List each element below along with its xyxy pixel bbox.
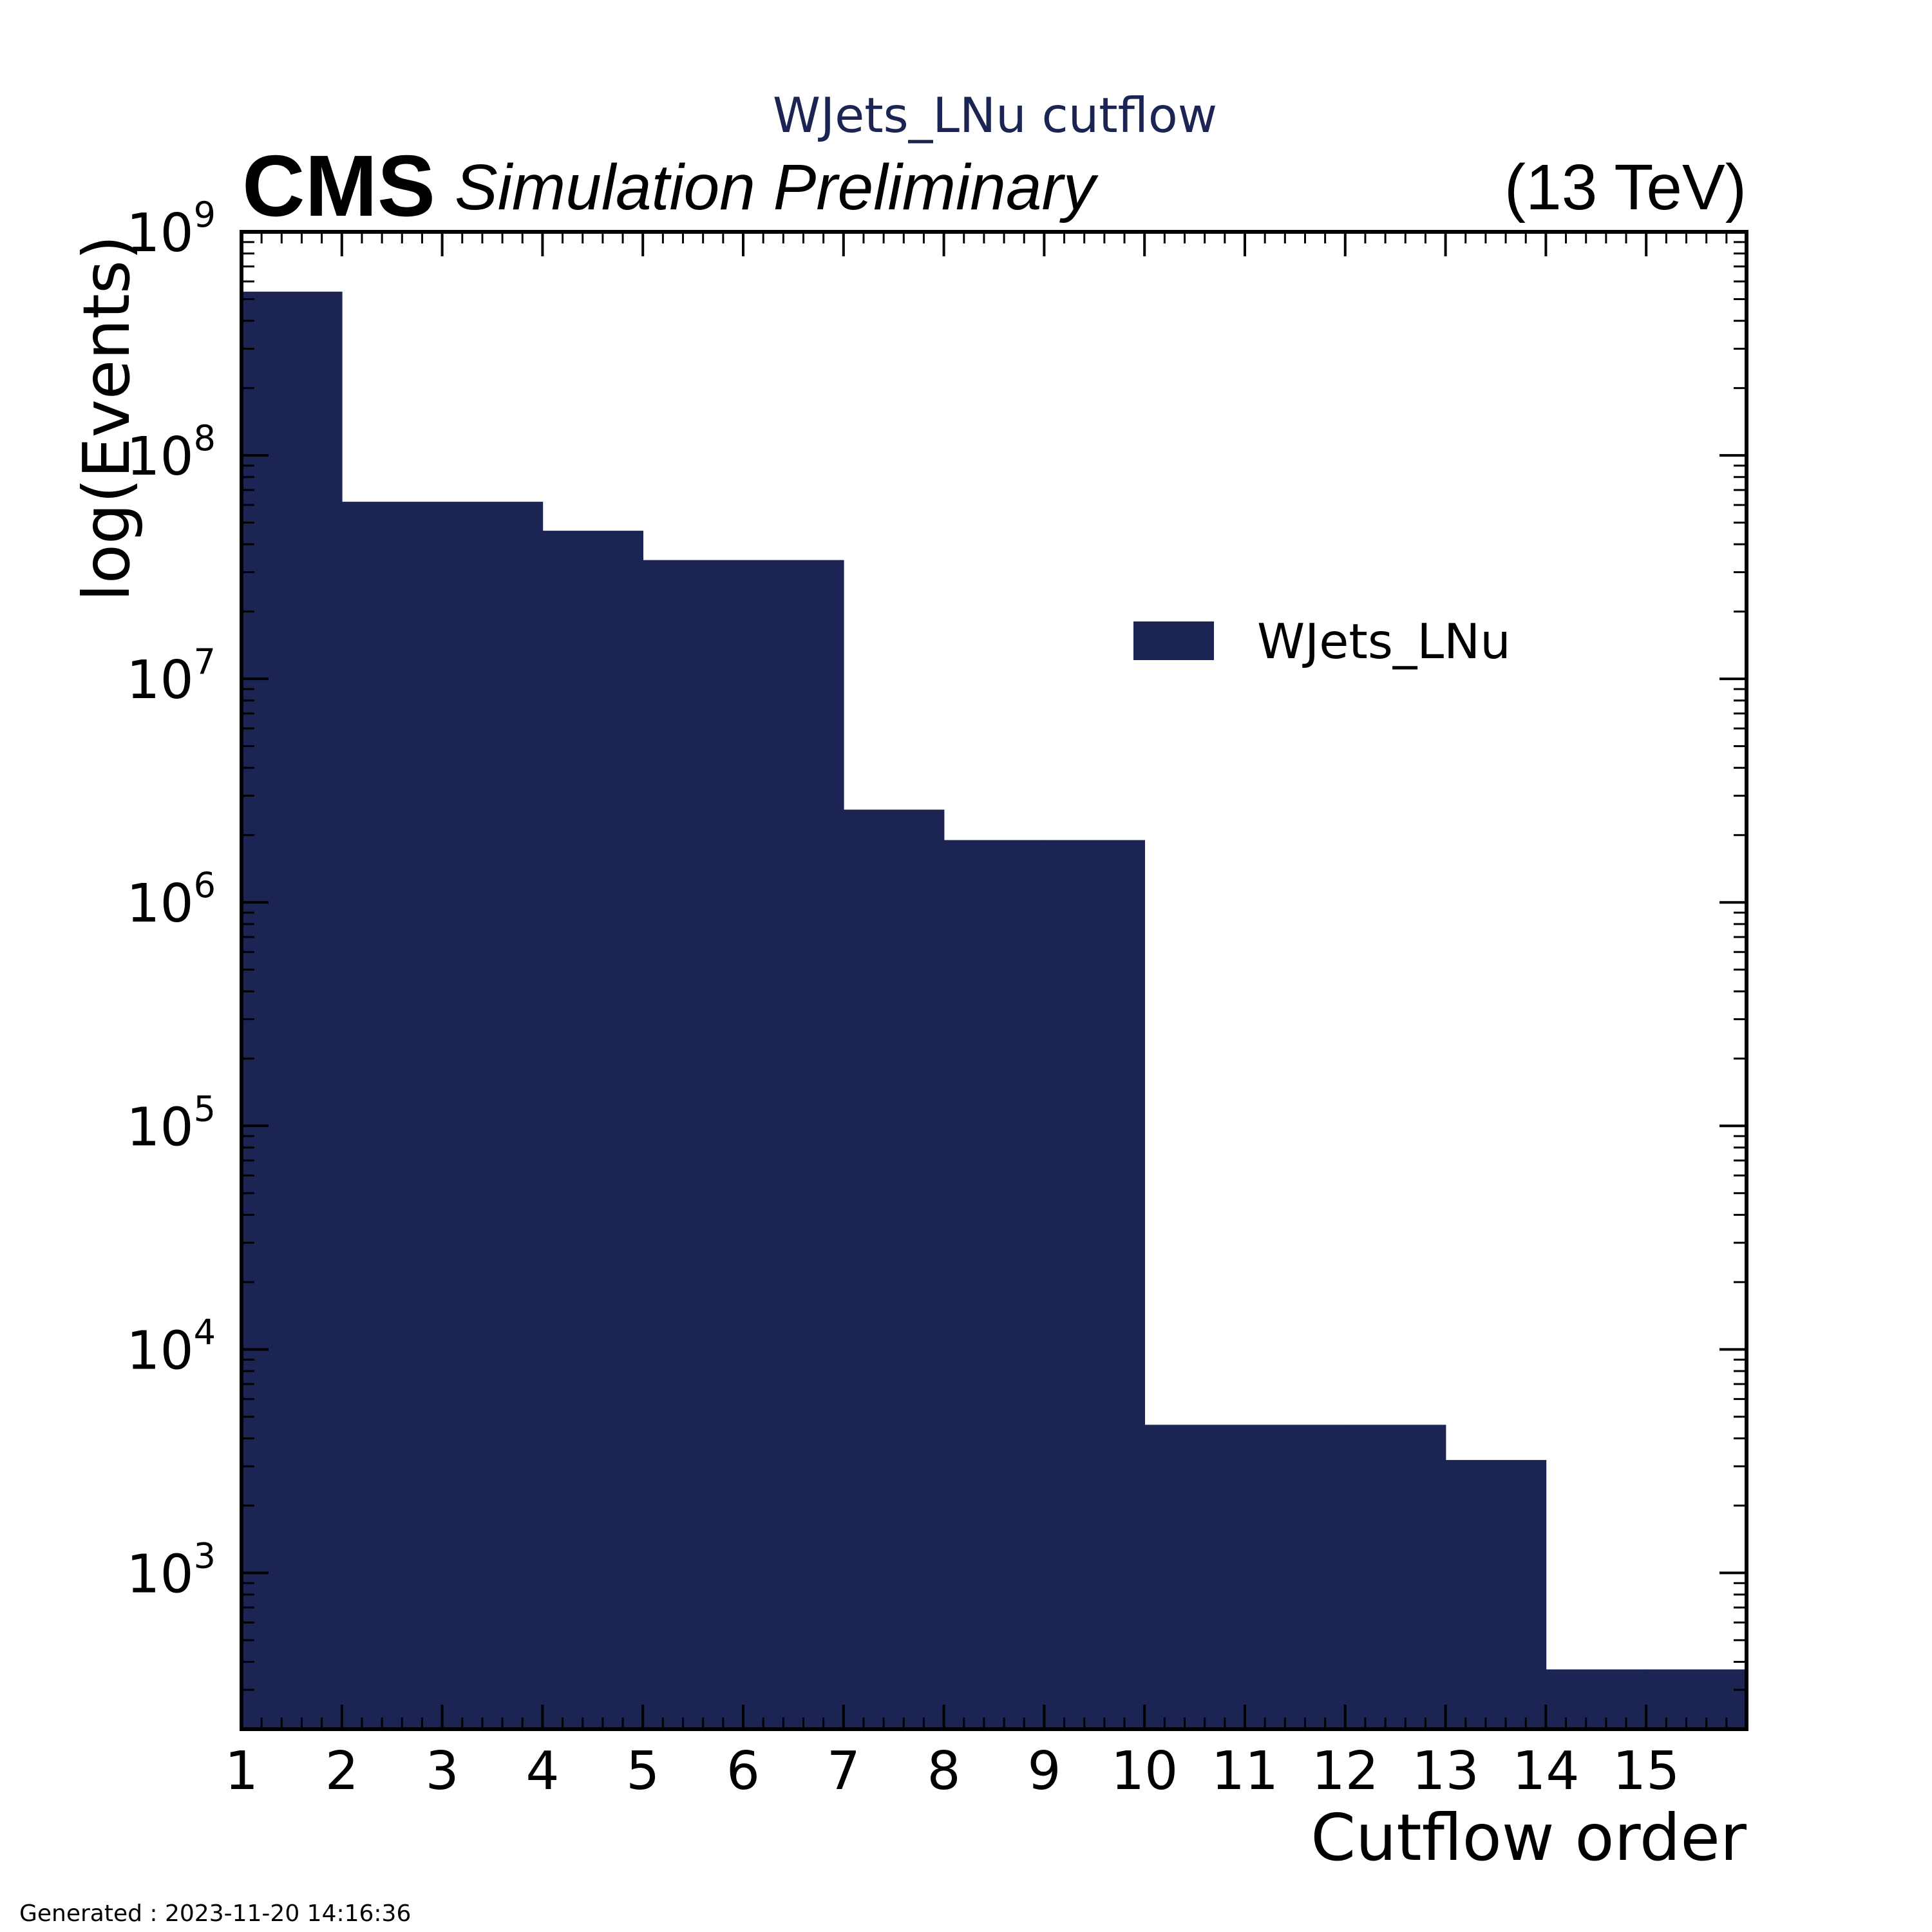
y-axis: 103 104 105 106 107 108 109	[126, 194, 1747, 1605]
x-tick-label: 15	[1613, 1741, 1680, 1802]
histogram-bin	[1546, 1669, 1647, 1729]
y-tick-label: 107	[126, 641, 216, 711]
x-tick-label: 3	[426, 1741, 459, 1802]
y-tick-label: 108	[126, 418, 216, 488]
x-tick-label: 7	[827, 1741, 860, 1802]
experiment-label: CMS	[242, 137, 435, 234]
y-tick-label: 104	[126, 1312, 216, 1381]
x-axis: 1 2 3 4 5 6 7 8 9 10 11 12 13 14 15	[225, 232, 1680, 1802]
histogram-bin	[843, 810, 945, 1729]
histogram-bin	[1245, 1425, 1346, 1729]
plot-frame	[240, 230, 1748, 1731]
x-tick-label: 12	[1312, 1741, 1379, 1802]
legend-label: WJets_LNu	[1257, 613, 1511, 670]
x-tick-label: 5	[626, 1741, 659, 1802]
x-tick-label: 2	[325, 1741, 359, 1802]
histogram-bin	[1044, 840, 1145, 1729]
x-axis-title: Cutflow order	[1311, 1800, 1747, 1875]
x-tick-label: 14	[1512, 1741, 1579, 1802]
histogram-bin	[643, 560, 744, 1730]
histogram-bin	[943, 840, 1045, 1729]
x-tick-label: 13	[1412, 1741, 1479, 1802]
y-tick-label: 105	[126, 1088, 216, 1158]
chart-title: WJets_LNu cutflow	[773, 87, 1217, 144]
histogram-bin	[442, 502, 544, 1729]
generated-timestamp: Generated : 2023-11-20 14:16:36	[19, 1900, 411, 1927]
histogram-bars	[242, 291, 1747, 1730]
x-tick-label: 8	[927, 1741, 961, 1802]
histogram-bin	[1345, 1425, 1446, 1729]
x-tick-label: 1	[225, 1741, 258, 1802]
x-tick-label: 9	[1027, 1741, 1061, 1802]
histogram-bin	[242, 291, 343, 1729]
y-tick-label: 109	[126, 194, 216, 264]
histogram-bin	[1646, 1669, 1747, 1729]
histogram-bin	[1445, 1460, 1547, 1729]
status-label: Simulation Preliminary	[455, 151, 1099, 223]
y-axis-title: log(Events)	[69, 235, 144, 601]
x-tick-label: 11	[1211, 1741, 1278, 1802]
y-tick-label: 106	[126, 865, 216, 934]
histogram-bin	[341, 502, 443, 1729]
y-tick-label: 103	[126, 1535, 216, 1605]
energy-label: (13 TeV)	[1504, 151, 1747, 223]
histogram-bin	[1144, 1425, 1245, 1729]
legend-swatch	[1133, 621, 1214, 660]
legend: WJets_LNu	[1133, 613, 1511, 670]
x-tick-label: 6	[726, 1741, 760, 1802]
x-tick-label: 10	[1111, 1741, 1178, 1802]
histogram-bin	[542, 531, 643, 1730]
histogram-bin	[743, 560, 844, 1730]
x-tick-label: 4	[526, 1741, 559, 1802]
